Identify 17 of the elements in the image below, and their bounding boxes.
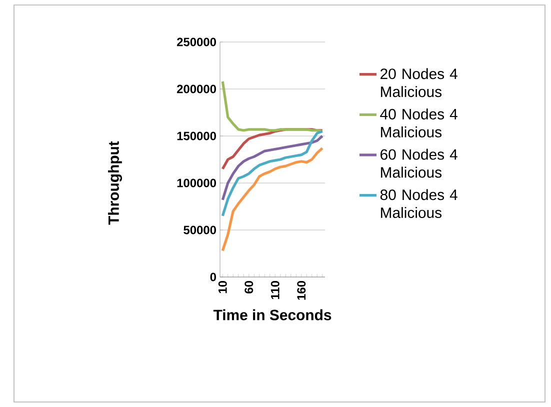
y-tick-label: 0 [210, 272, 216, 282]
x-tick-label: 160 [297, 281, 306, 300]
y-tick-label: 100000 [177, 178, 216, 188]
x-axis-title: Time in Seconds [213, 309, 332, 320]
line-series [221, 146, 324, 252]
y-tick-label: 250000 [177, 38, 216, 46]
legend-label: 80 Nodes 4 Malicious [380, 189, 458, 218]
y-tick-label: 50000 [184, 226, 216, 234]
legend-label: 40 Nodes 4 Malicious [380, 108, 458, 138]
y-tick-label: 150000 [177, 132, 216, 140]
x-tick-label: 110 [270, 281, 280, 300]
y-axis-title: Throughput [108, 141, 122, 225]
legend-label: 60 Nodes 4 Malicious [380, 148, 458, 178]
x-tick-label: 60 [244, 281, 254, 294]
y-tick-label: 200000 [177, 84, 216, 94]
x-tick-label: 10 [218, 281, 227, 294]
legend-label: 20 Nodes 4 Malicious [380, 68, 458, 98]
